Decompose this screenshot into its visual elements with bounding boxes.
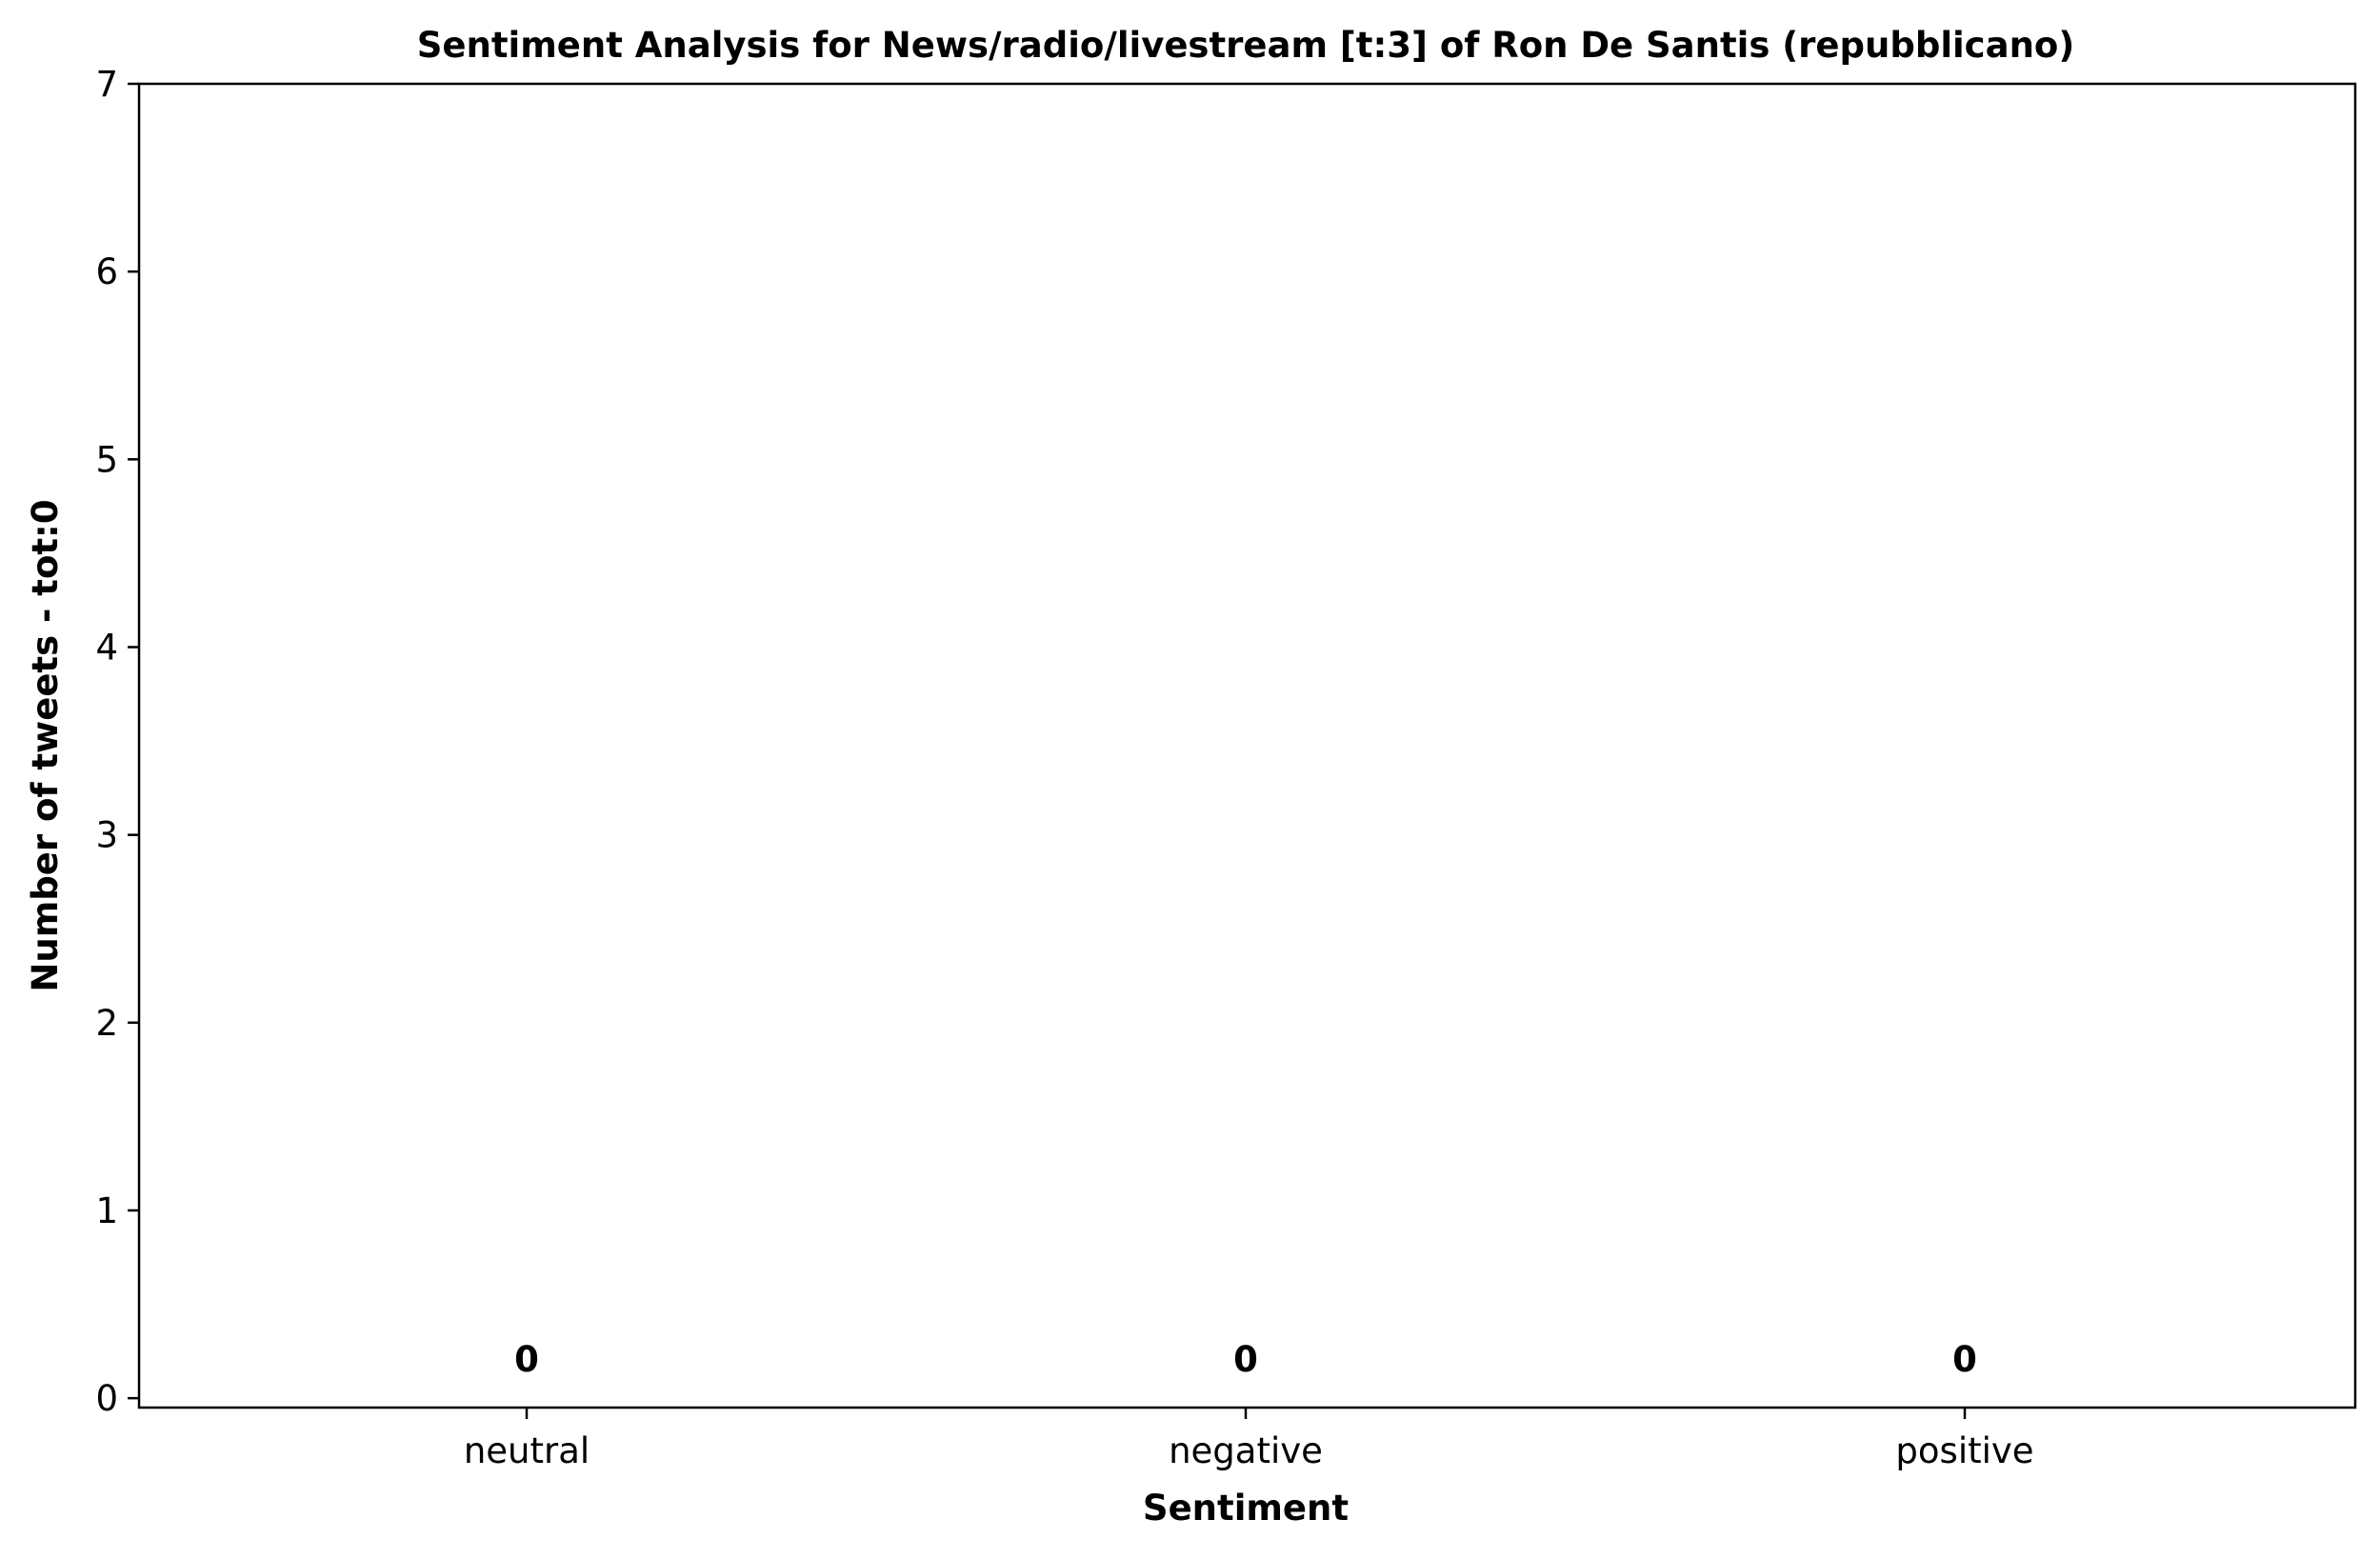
- plot-area: 0 0 0: [137, 82, 2357, 1409]
- bar-value-label: 0: [514, 1339, 539, 1380]
- data-labels-group: 0 0 0: [514, 1339, 1977, 1380]
- y-tick-label: 3: [95, 815, 118, 856]
- y-tick-label: 0: [95, 1378, 118, 1419]
- x-axis: neutral negative positive: [464, 1408, 2034, 1471]
- x-tick-label: negative: [1169, 1430, 1323, 1471]
- y-tick-label: 7: [95, 64, 118, 105]
- x-tick-label: positive: [1895, 1430, 2033, 1471]
- y-axis: 0 1 2 3 4 5 6 7: [95, 64, 139, 1419]
- y-tick-label: 6: [95, 251, 118, 292]
- y-tick-label: 5: [95, 439, 118, 480]
- bar-value-label: 0: [1952, 1339, 1977, 1380]
- x-axis-label: Sentiment: [1143, 1488, 1349, 1529]
- y-tick-label: 4: [95, 627, 118, 668]
- bar-value-label: 0: [1233, 1339, 1258, 1380]
- y-tick-label: 2: [95, 1003, 118, 1044]
- chart-title: Sentiment Analysis for News/radio/livest…: [417, 25, 2075, 66]
- plot-frame: [137, 82, 2357, 1409]
- y-axis-label: Number of tweets - tot:0: [25, 499, 66, 991]
- x-tick-label: neutral: [464, 1430, 590, 1471]
- y-tick-label: 1: [95, 1190, 118, 1231]
